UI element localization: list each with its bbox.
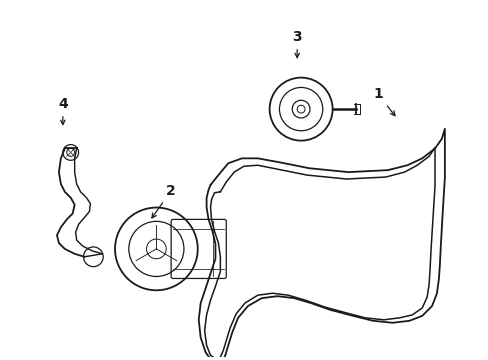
Text: 4: 4	[58, 97, 67, 125]
Text: 2: 2	[152, 184, 176, 218]
Text: 1: 1	[372, 87, 394, 116]
Text: 3: 3	[292, 30, 302, 58]
